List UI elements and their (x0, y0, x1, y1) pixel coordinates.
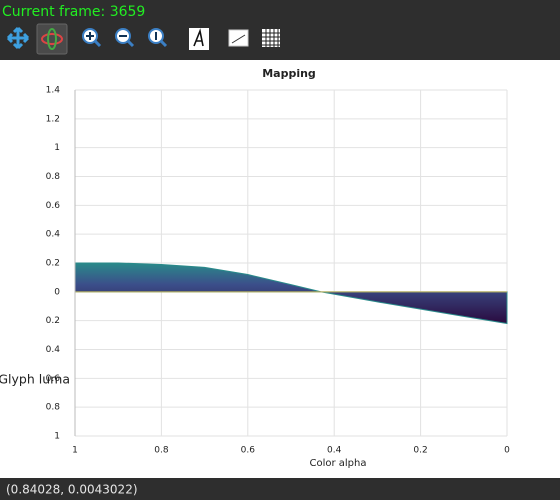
y-tick-label: 1.2 (46, 114, 60, 124)
y-tick-label: 0 (54, 287, 60, 297)
tool-zoom-reset[interactable] (148, 28, 168, 48)
x-tick-label: 1 (72, 446, 78, 456)
frame-overlay: Current frame: 3659 (2, 4, 145, 20)
tool-pan[interactable] (6, 26, 30, 50)
y-tick-label: 0.6 (46, 201, 61, 211)
x-tick-label: 0.4 (327, 446, 342, 456)
y-tick-label: 0.2 (46, 259, 60, 269)
tool-selected[interactable] (36, 23, 68, 55)
area (74, 262, 508, 325)
tool-rotate[interactable] (41, 28, 63, 50)
chart-title: Mapping (262, 67, 316, 80)
tool-grid[interactable] (262, 29, 280, 47)
x-axis-label: Color alpha (309, 458, 366, 469)
y-tick-label: 0.6 (46, 374, 61, 384)
y-tick-label: 1.4 (46, 86, 61, 96)
status-text: (0.84028, 0.0043022) (6, 483, 138, 497)
y-tick-label: 0.2 (46, 316, 60, 326)
status-bar (0, 478, 560, 500)
y-tick-label: 0.4 (46, 230, 61, 240)
x-tick-label: 0 (504, 446, 510, 456)
plot: 1.4 1.2 1 0.8 0.6 0.4 0.2 0 0.2 0.4 0.6 0.8 1 1 0.8 0.6… (46, 86, 510, 456)
y-tick-label: 0.8 (46, 403, 61, 413)
y-tick-label: 0.4 (46, 345, 61, 355)
x-tick-label: 0.8 (154, 446, 169, 456)
y-tick-label: 1 (54, 143, 60, 153)
tool-axes[interactable] (228, 29, 249, 47)
x-tick-label: 0.2 (413, 446, 427, 456)
tool-zoom-out[interactable] (115, 28, 135, 48)
y-tick-label: 0.8 (46, 172, 61, 182)
tool-zoom-in[interactable] (82, 28, 102, 48)
x-tick-label: 0.6 (241, 446, 256, 456)
y-tick-label: 1 (54, 432, 60, 442)
tool-text[interactable] (189, 28, 209, 50)
y-axis-label: Glyph luma (0, 372, 70, 387)
